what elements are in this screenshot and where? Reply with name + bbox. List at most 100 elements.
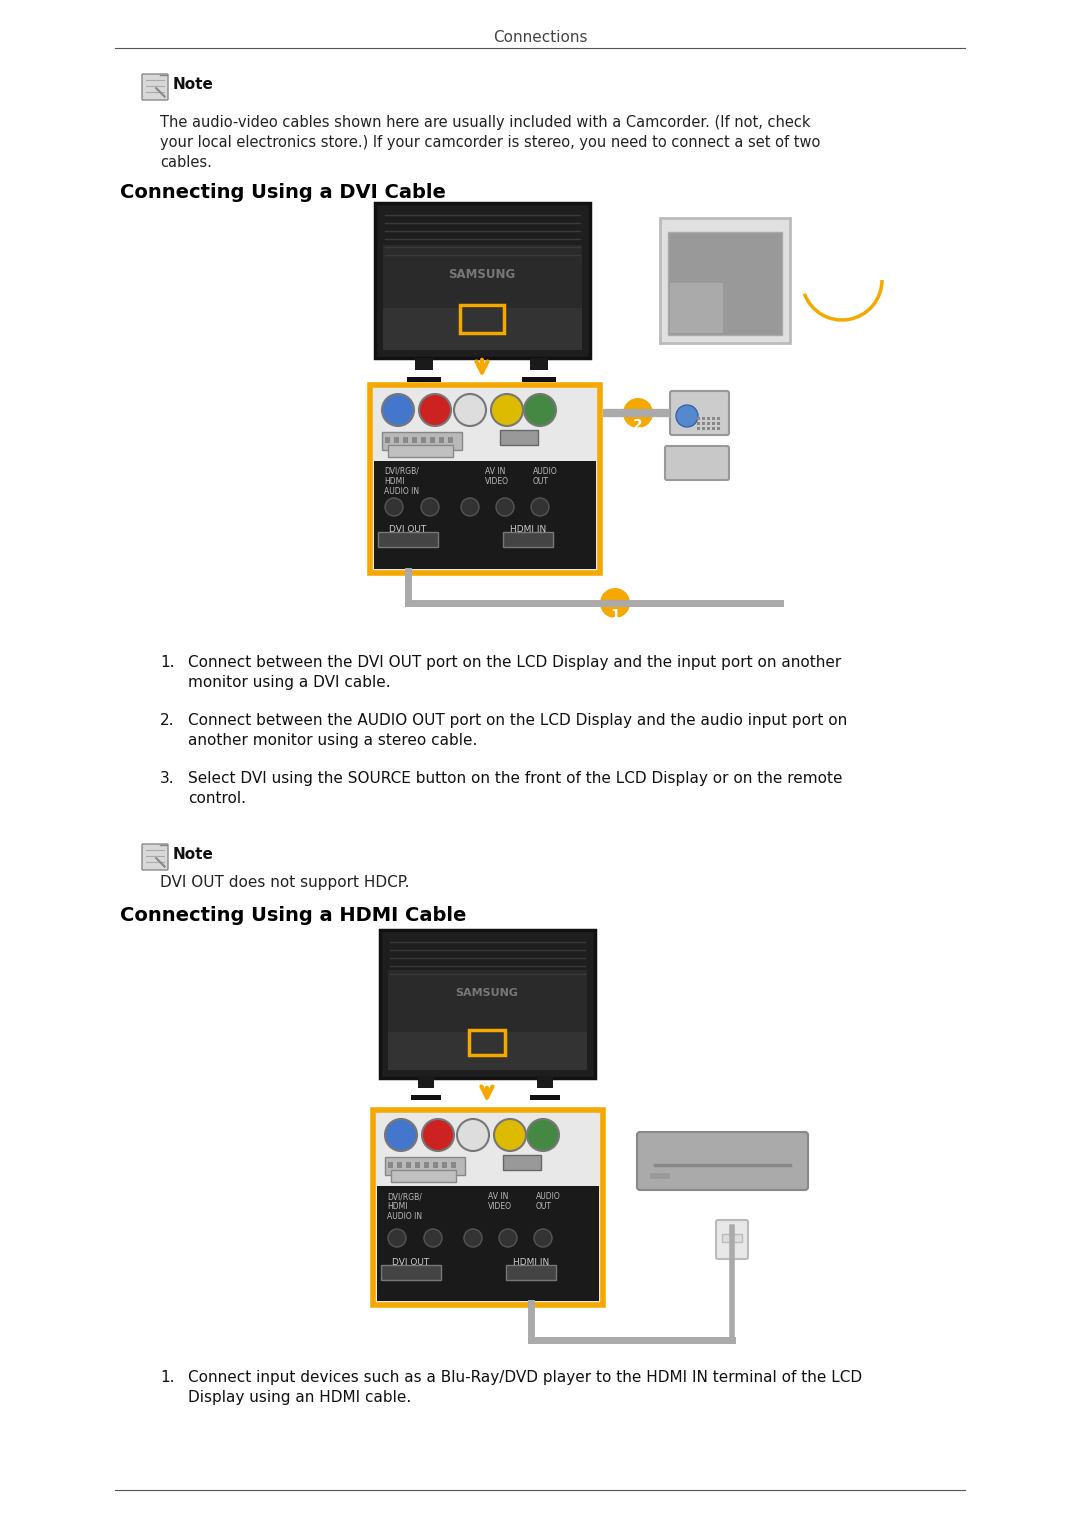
Bar (707, 428, 710, 431)
Text: AV IN: AV IN (485, 467, 505, 476)
Text: AV IN: AV IN (488, 1193, 509, 1202)
Text: your local electronics store.) If your camcorder is stereo, you need to connect : your local electronics store.) If your c… (160, 134, 821, 150)
Text: SAMSUNG: SAMSUNG (456, 988, 518, 999)
Bar (403, 437, 408, 443)
Bar (717, 421, 720, 425)
Bar (717, 428, 720, 431)
Circle shape (464, 1229, 482, 1248)
Bar (377, 1186, 599, 1301)
Circle shape (388, 1229, 406, 1248)
Bar (448, 437, 453, 443)
Bar (697, 417, 700, 420)
Bar (421, 437, 426, 443)
Bar (384, 437, 390, 443)
Text: control.: control. (188, 791, 246, 806)
Bar (702, 428, 705, 431)
Circle shape (494, 1119, 526, 1151)
Text: HDMI IN: HDMI IN (510, 525, 546, 534)
FancyBboxPatch shape (660, 218, 789, 344)
Text: Connecting Using a HDMI Cable: Connecting Using a HDMI Cable (120, 906, 467, 925)
Circle shape (461, 498, 480, 516)
Bar (388, 444, 453, 457)
Bar (697, 428, 700, 431)
Bar (418, 1077, 434, 1089)
Bar (707, 417, 710, 420)
Bar (406, 1162, 411, 1168)
Circle shape (531, 498, 549, 516)
Bar (537, 1077, 553, 1089)
Text: SAMSUNG: SAMSUNG (448, 269, 515, 281)
Text: Connections: Connections (492, 31, 588, 44)
Bar (712, 417, 715, 420)
Bar (391, 1170, 456, 1182)
Text: The audio-video cables shown here are usually included with a Camcorder. (If not: The audio-video cables shown here are us… (160, 115, 810, 130)
Bar (388, 1162, 393, 1168)
Text: Connecting Using a DVI Cable: Connecting Using a DVI Cable (120, 183, 446, 202)
FancyBboxPatch shape (370, 385, 600, 573)
Bar (442, 1162, 447, 1168)
Text: VIDEO: VIDEO (485, 476, 509, 486)
Text: 1.: 1. (160, 655, 175, 670)
Circle shape (382, 394, 414, 426)
Circle shape (419, 394, 451, 426)
Text: another monitor using a stereo cable.: another monitor using a stereo cable. (188, 733, 477, 748)
Text: DVI/RGB/: DVI/RGB/ (387, 1193, 422, 1202)
Bar (670, 282, 723, 333)
Circle shape (623, 399, 653, 428)
FancyBboxPatch shape (375, 203, 590, 357)
FancyBboxPatch shape (380, 930, 595, 1078)
Bar (411, 437, 417, 443)
Bar (384, 1157, 465, 1174)
Bar (460, 305, 504, 333)
FancyBboxPatch shape (141, 844, 168, 870)
Bar (381, 1264, 441, 1280)
Bar (723, 1234, 742, 1241)
Text: Select DVI using the SOURCE button on the front of the LCD Display or on the rem: Select DVI using the SOURCE button on th… (188, 771, 842, 786)
Bar (424, 1162, 429, 1168)
Bar (712, 428, 715, 431)
Text: Note: Note (173, 76, 214, 92)
Bar (500, 431, 538, 444)
Circle shape (457, 1119, 489, 1151)
Text: 2: 2 (633, 418, 643, 432)
Bar (388, 970, 588, 1070)
Circle shape (676, 405, 698, 428)
Bar (433, 1162, 438, 1168)
Text: Display using an HDMI cable.: Display using an HDMI cable. (188, 1390, 411, 1405)
Bar (707, 421, 710, 425)
Circle shape (424, 1229, 442, 1248)
Text: AUDIO IN: AUDIO IN (384, 487, 419, 496)
Text: DVI OUT: DVI OUT (390, 525, 427, 534)
Bar (522, 377, 556, 382)
Circle shape (454, 394, 486, 426)
Circle shape (384, 498, 403, 516)
Text: DVI/RGB/: DVI/RGB/ (384, 467, 419, 476)
Text: Connect between the AUDIO OUT port on the LCD Display and the audio input port o: Connect between the AUDIO OUT port on th… (188, 713, 847, 728)
Text: DVI OUT: DVI OUT (392, 1258, 430, 1267)
Bar (394, 437, 399, 443)
Text: monitor using a DVI cable.: monitor using a DVI cable. (188, 675, 391, 690)
FancyBboxPatch shape (716, 1220, 748, 1258)
Text: AUDIO IN: AUDIO IN (387, 1212, 422, 1222)
Text: cables.: cables. (160, 156, 212, 169)
Bar (411, 1095, 441, 1099)
Text: DVI OUT does not support HDCP.: DVI OUT does not support HDCP. (160, 875, 409, 890)
Bar (702, 417, 705, 420)
Text: OUT: OUT (534, 476, 549, 486)
Bar (397, 1162, 402, 1168)
FancyBboxPatch shape (373, 1110, 603, 1306)
Circle shape (499, 1229, 517, 1248)
Text: 2.: 2. (160, 713, 175, 728)
Bar (374, 461, 596, 570)
Bar (469, 1031, 505, 1055)
Text: AUDIO: AUDIO (534, 467, 557, 476)
Bar (383, 244, 582, 350)
Text: Connect input devices such as a Blu-Ray/DVD player to the HDMI IN terminal of th: Connect input devices such as a Blu-Ray/… (188, 1370, 862, 1385)
Circle shape (496, 498, 514, 516)
Bar (669, 232, 782, 334)
Bar (503, 1154, 541, 1170)
FancyBboxPatch shape (670, 391, 729, 435)
Bar (650, 1173, 670, 1179)
Text: VIDEO: VIDEO (488, 1202, 512, 1211)
Text: Connect between the DVI OUT port on the LCD Display and the input port on anothe: Connect between the DVI OUT port on the … (188, 655, 841, 670)
